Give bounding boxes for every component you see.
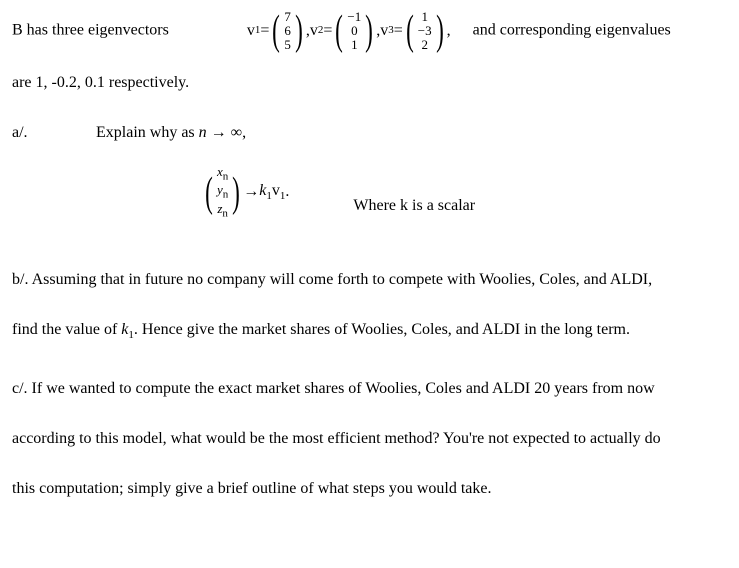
eigenvector-statement-line1: B has three eigenvectors v1 = ( 7 6 5 ) … [12,10,727,52]
text-corresponding: and corresponding eigenvalues [473,22,671,39]
part-c-line2: according to this model, what would be t… [12,428,727,450]
where-clause: Where k is a scalar [353,195,475,217]
state-vector: xn yn zn [216,165,229,221]
part-a-label: a/. [12,122,68,144]
eigenvalue-statement: are 1, -0.2, 0.1 respectively. [12,72,727,94]
v3-vector: 1 −3 2 [417,10,433,52]
text-b-has: B has three eigenvectors [12,22,169,39]
part-c-line1: c/. If we wanted to compute the exact ma… [12,378,727,400]
part-c-line3: this computation; simply give a brief ou… [12,478,727,500]
part-a-equation: ( xn yn zn ) → k1v1. Where k is a scalar [12,165,727,221]
part-b-line1: b/. Assuming that in future no company w… [12,269,727,291]
part-a-prompt: a/. Explain why as n → ∞, [12,122,727,144]
v1-def: v1 = ( 7 6 5 ) , v2 = ( −1 0 1 ) , v3 = [247,10,451,52]
v1-vector: 7 6 5 [283,10,292,52]
part-b-line2: find the value of k1. Hence give the mar… [12,319,727,344]
v2-vector: −1 0 1 [346,10,362,52]
